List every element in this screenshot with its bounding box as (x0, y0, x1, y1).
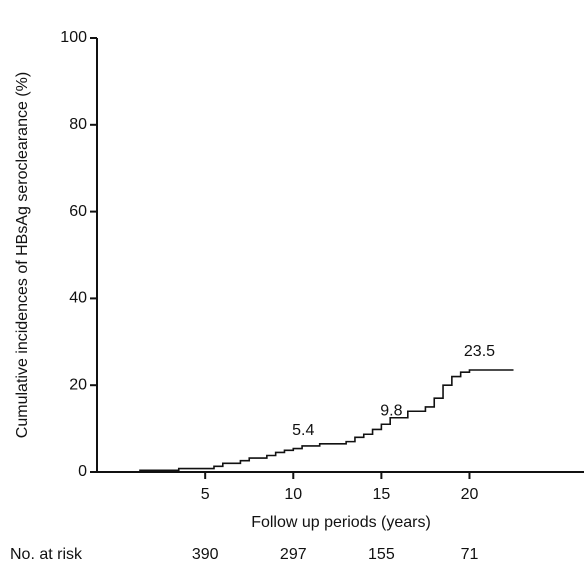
x-tick-label: 5 (201, 486, 210, 503)
annotation: 23.5 (464, 343, 495, 360)
risk-count: 390 (192, 546, 219, 563)
annotation: 5.4 (292, 422, 314, 439)
y-tick-label: 40 (69, 290, 87, 307)
x-tick-label: 20 (461, 486, 479, 503)
y-axis-label: Cumulative incidences of HBsAg seroclear… (14, 72, 31, 438)
risk-count: 71 (461, 546, 479, 563)
risk-count: 155 (368, 546, 395, 563)
y-tick-label: 60 (69, 203, 87, 220)
x-axis-label: Follow up periods (years) (251, 514, 431, 531)
y-tick-label: 100 (60, 29, 87, 46)
y-tick-label: 20 (69, 376, 87, 393)
y-tick-label: 80 (69, 116, 87, 133)
x-tick-label: 15 (372, 486, 390, 503)
annotation: 9.8 (380, 403, 402, 420)
step-line (117, 369, 514, 473)
x-tick-label: 10 (284, 486, 302, 503)
y-tick-label: 0 (78, 463, 87, 480)
risk-table-label: No. at risk (10, 546, 83, 563)
risk-count: 297 (280, 546, 307, 563)
